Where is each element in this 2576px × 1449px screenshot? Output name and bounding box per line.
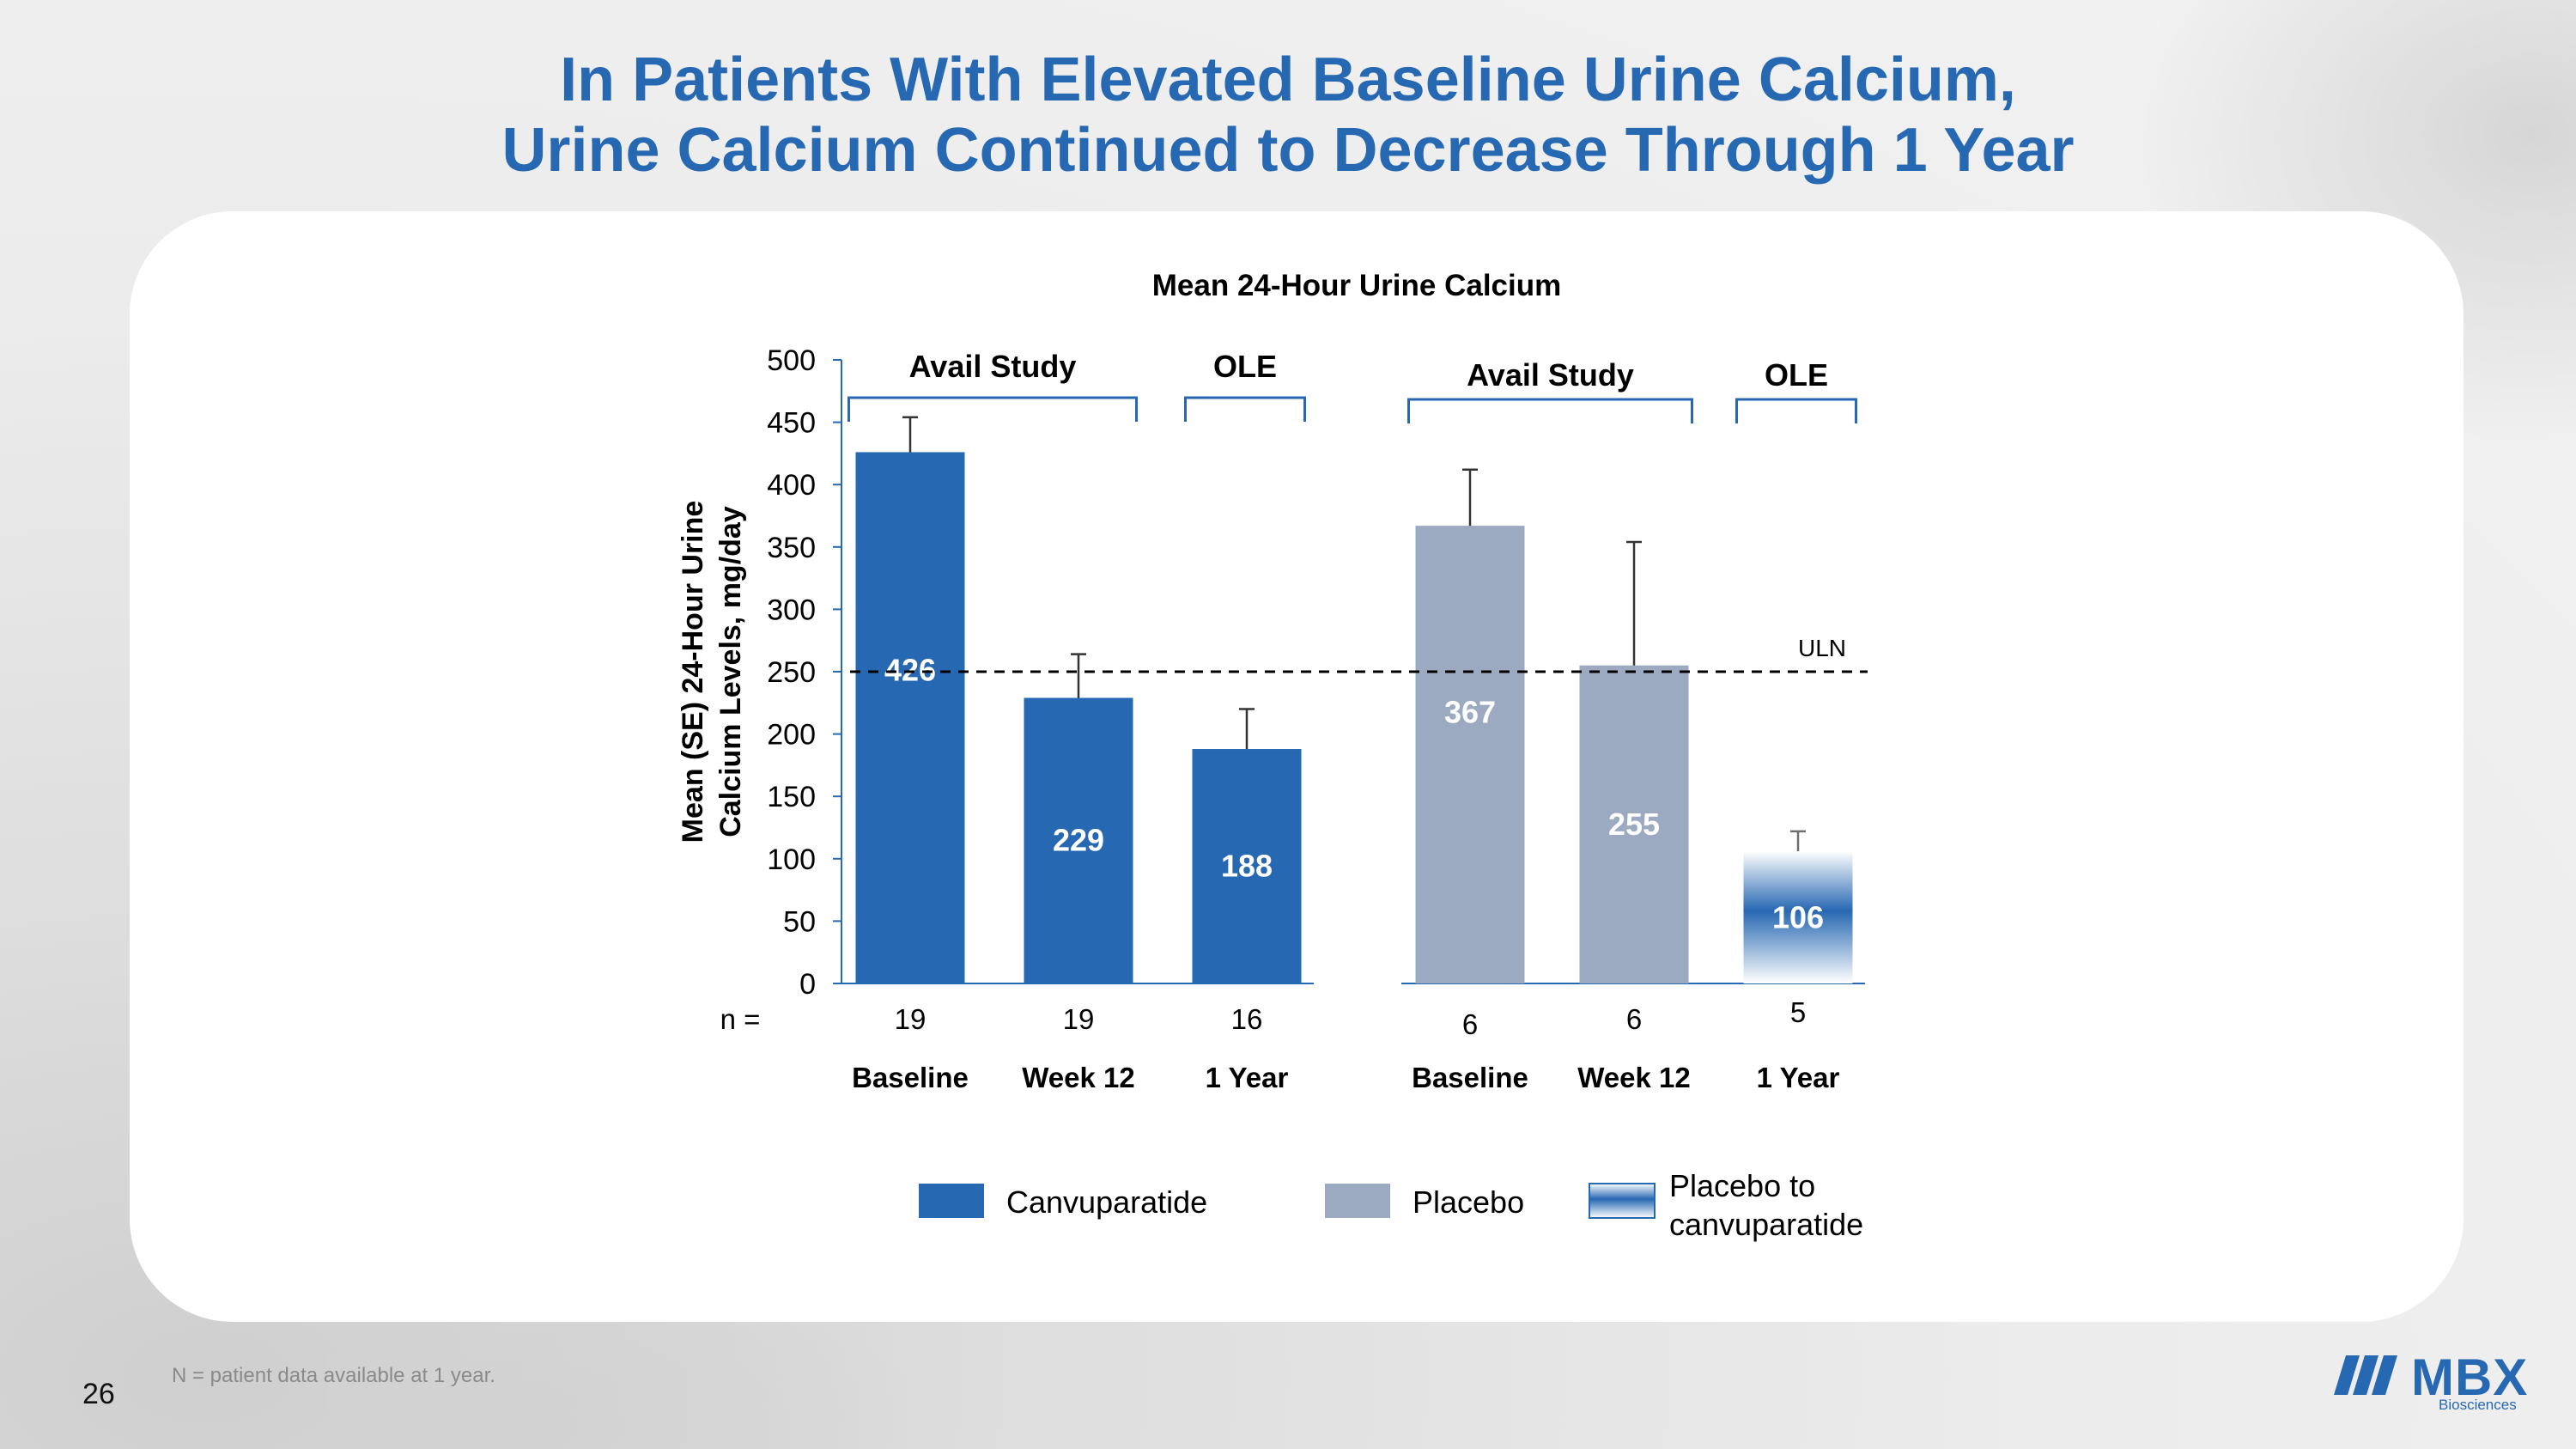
slide-title-line-1: In Patients With Elevated Baseline Urine… xyxy=(560,46,2016,114)
bracket xyxy=(848,396,1138,422)
slide-title-line-2: Urine Calcium Continued to Decrease Thro… xyxy=(501,116,2075,185)
y-tick-label: 500 xyxy=(767,344,816,377)
x-category-label: Baseline xyxy=(852,1062,969,1093)
y-tick-label: 250 xyxy=(767,656,816,689)
x-category-label: Baseline xyxy=(1412,1062,1528,1093)
bar xyxy=(855,452,965,983)
page-number: 26 xyxy=(82,1378,115,1410)
y-tick-label: 0 xyxy=(799,968,816,1001)
y-tick-label: 50 xyxy=(783,905,816,938)
legend-label: Placebo xyxy=(1413,1184,1524,1220)
bar xyxy=(1579,665,1689,983)
bracket xyxy=(1184,396,1306,422)
bracket xyxy=(1407,398,1693,423)
y-tick-label: 450 xyxy=(767,407,816,440)
n-value: 19 xyxy=(895,1003,927,1035)
x-category-label: 1 Year xyxy=(1757,1062,1840,1093)
y-axis-label-line: Calcium Levels, mg/day xyxy=(714,506,747,837)
y-tick-label: 100 xyxy=(767,843,816,876)
bar xyxy=(1743,851,1853,983)
y-tick-label: 150 xyxy=(767,781,816,813)
uln-label: ULN xyxy=(1798,635,1846,661)
bar xyxy=(1415,526,1525,983)
bracket-label: OLE xyxy=(1213,349,1277,384)
y-tick-label: 350 xyxy=(767,532,816,564)
n-value: 5 xyxy=(1790,996,1806,1028)
y-axis-label: Mean (SE) 24-Hour Urine Calcium Levels, m… xyxy=(677,501,747,843)
bar-value-label: 426 xyxy=(884,652,936,687)
bracket-label: Avail Study xyxy=(909,349,1077,384)
n-value: 6 xyxy=(1462,1008,1478,1040)
logo-subtext: Biosciences xyxy=(2439,1397,2517,1413)
bar-value-label: 106 xyxy=(1772,899,1824,935)
bracket-label: Avail Study xyxy=(1467,357,1634,393)
y-tick-label: 200 xyxy=(767,719,816,752)
n-label: n = xyxy=(720,1003,761,1035)
logo-text: MBX xyxy=(2411,1349,2529,1406)
legend-label: canvuparatide xyxy=(1669,1207,1863,1242)
bar-value-label: 188 xyxy=(1221,849,1273,884)
y-tick-label: 300 xyxy=(767,594,816,626)
n-value: 16 xyxy=(1231,1003,1263,1035)
n-value: 6 xyxy=(1626,1003,1642,1035)
chart-title: Mean 24-Hour Urine Calcium xyxy=(1152,269,1562,302)
bar-value-label: 229 xyxy=(1053,823,1104,858)
legend-swatch xyxy=(919,1184,984,1218)
n-value: 19 xyxy=(1063,1003,1095,1035)
x-category-label: Week 12 xyxy=(1022,1062,1134,1093)
x-category-label: Week 12 xyxy=(1577,1062,1690,1093)
bracket xyxy=(1735,398,1857,423)
y-tick-label: 400 xyxy=(767,469,816,502)
legend-swatch xyxy=(1589,1183,1656,1219)
bar xyxy=(1192,749,1302,983)
legend-label: Placebo to xyxy=(1669,1168,1815,1203)
mbx-logo-mark xyxy=(2334,1355,2397,1395)
legend-label: Canvuparatide xyxy=(1006,1184,1207,1220)
slide-title: In Patients With Elevated Baseline Urine… xyxy=(0,45,2576,186)
bracket-label: OLE xyxy=(1765,357,1828,393)
legend-swatch xyxy=(1325,1184,1390,1218)
footnote: N = patient data available at 1 year. xyxy=(172,1364,495,1387)
x-category-label: 1 Year xyxy=(1206,1062,1289,1093)
bar-value-label: 367 xyxy=(1444,694,1496,729)
y-axis-label-line: Mean (SE) 24-Hour Urine xyxy=(677,501,709,843)
bar xyxy=(1024,697,1133,983)
bar-value-label: 255 xyxy=(1608,807,1660,842)
